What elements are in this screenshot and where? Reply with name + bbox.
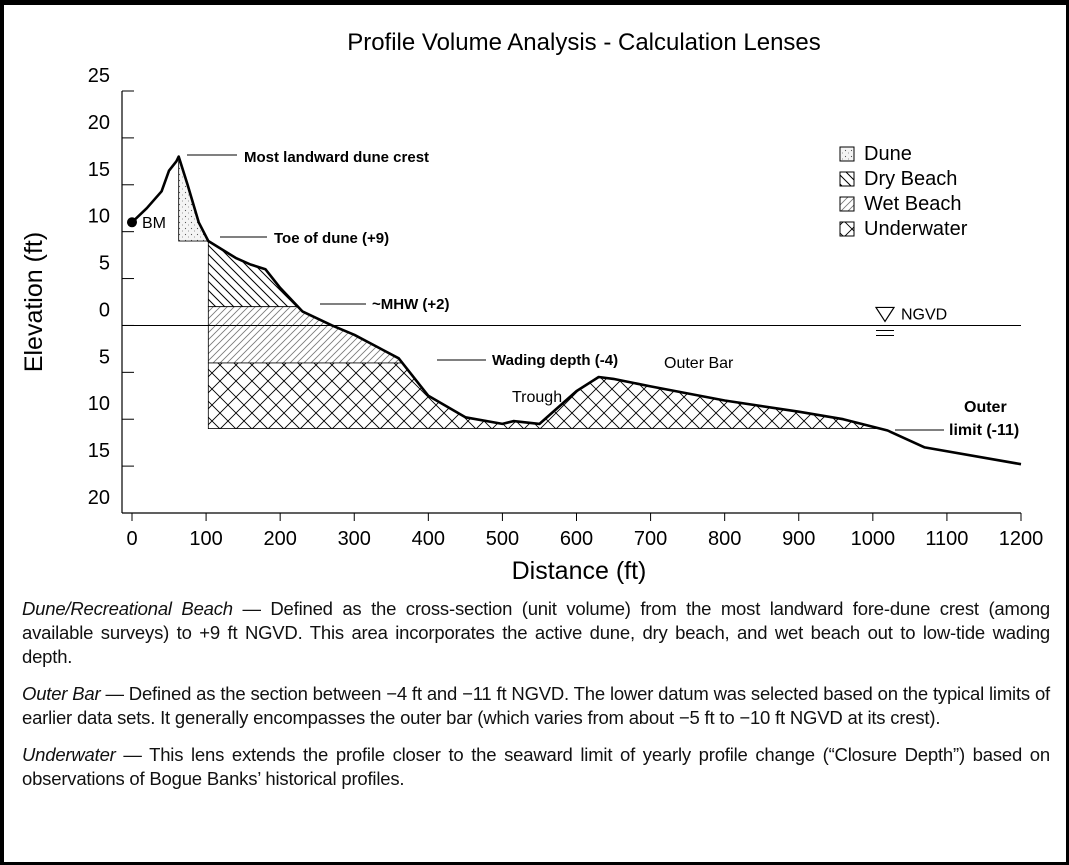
legend-swatch xyxy=(839,221,855,237)
y-tick-label: 0 xyxy=(99,299,110,321)
y-tick-label: 20 xyxy=(88,487,110,509)
annotation: Wading depth (-4) xyxy=(492,352,618,369)
note-term: Underwater xyxy=(22,744,116,765)
note-paragraph: Underwater — This lens extends the profi… xyxy=(22,743,1050,791)
x-tick-label: 100 xyxy=(189,528,222,550)
y-tick-label: 10 xyxy=(88,206,110,228)
x-tick-label: 300 xyxy=(338,528,371,550)
note-text: — Defined as the cross-section (unit vol… xyxy=(22,598,1050,667)
datum-symbol xyxy=(874,306,896,323)
y-tick-label: 5 xyxy=(99,346,110,368)
note-term: Outer Bar xyxy=(22,683,101,704)
annotation: Toe of dune (+9) xyxy=(274,230,389,247)
x-tick-label: 500 xyxy=(486,528,519,550)
legend-swatch xyxy=(839,146,855,162)
y-tick-label: 25 xyxy=(88,65,110,87)
profile-line xyxy=(131,155,1022,466)
y-tick-label: 15 xyxy=(88,159,110,181)
legend-swatch xyxy=(839,171,855,187)
note-paragraph: Outer Bar — Defined as the section betwe… xyxy=(22,682,1050,730)
x-tick-label: 1100 xyxy=(925,528,968,550)
lens-region xyxy=(207,362,1021,430)
y-axis-label: Elevation (ft) xyxy=(20,232,48,372)
legend-swatch xyxy=(839,196,855,212)
y-tick-label: 10 xyxy=(88,393,110,415)
legend-label: Dry Beach xyxy=(864,168,957,190)
x-tick-label: 700 xyxy=(634,528,667,550)
annotation: ~MHW (+2) xyxy=(372,296,450,313)
annotation: limit (-11) xyxy=(949,422,1019,439)
x-tick-label: 800 xyxy=(708,528,741,550)
chart-title: Profile Volume Analysis - Calculation Le… xyxy=(347,29,821,56)
lens-region xyxy=(207,240,1021,308)
annotation: BM xyxy=(142,215,166,232)
x-tick-label: 1200 xyxy=(999,528,1044,550)
note-text: — This lens extends the profile closer t… xyxy=(22,744,1050,789)
y-tick-label: 20 xyxy=(88,112,110,134)
notes: Dune/Recreational Beach — Defined as the… xyxy=(22,597,1050,804)
chart: Profile Volume Analysis - Calculation Le… xyxy=(20,29,1044,585)
annotation: Outer Bar xyxy=(664,355,734,372)
annotation: Outer xyxy=(964,399,1007,416)
annotation: Most landward dune crest xyxy=(244,149,429,166)
x-axis-label: Distance (ft) xyxy=(512,557,647,585)
legend-label: Wet Beach xyxy=(864,193,961,215)
x-tick-label: 0 xyxy=(126,528,137,550)
note-text: — Defined as the section between −4 ft a… xyxy=(22,683,1050,728)
x-tick-label: 400 xyxy=(412,528,445,550)
x-tick-label: 600 xyxy=(560,528,593,550)
y-tick-label: 5 xyxy=(99,253,110,275)
y-tick-label: 15 xyxy=(88,440,110,462)
benchmark-point xyxy=(127,217,137,228)
note-paragraph: Dune/Recreational Beach — Defined as the… xyxy=(22,597,1050,669)
datum-label: NGVD xyxy=(901,306,947,323)
legend-label: Underwater xyxy=(864,218,968,240)
x-tick-label: 200 xyxy=(263,528,296,550)
x-tick-label: 1000 xyxy=(851,528,896,550)
x-tick-label: 900 xyxy=(782,528,815,550)
legend-label: Dune xyxy=(864,143,912,165)
annotation: Trough xyxy=(512,389,562,406)
note-term: Dune/Recreational Beach xyxy=(22,598,233,619)
